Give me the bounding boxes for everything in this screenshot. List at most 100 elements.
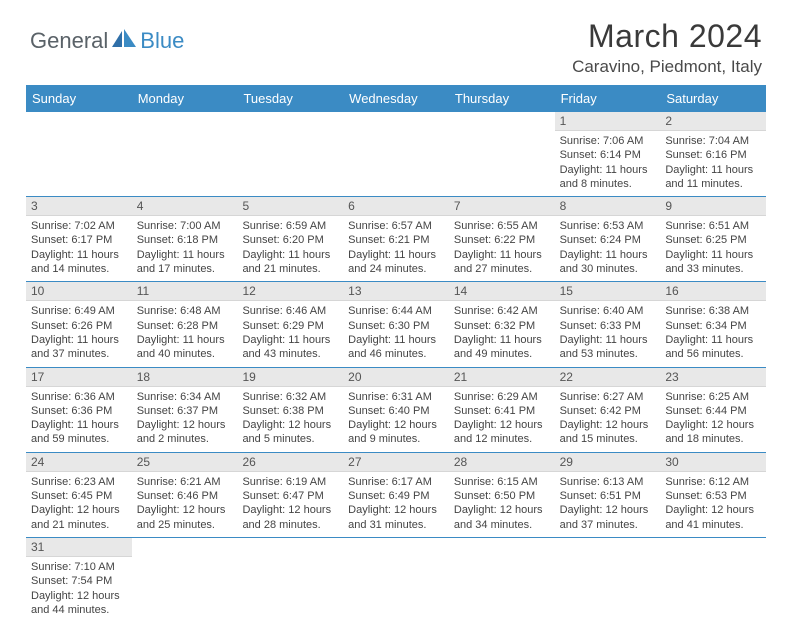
daylight2-text: and 9 minutes.: [348, 432, 444, 446]
cell-body: Sunrise: 7:10 AMSunset: 7:54 PMDaylight:…: [26, 557, 132, 622]
calendar-cell: 30Sunrise: 6:12 AMSunset: 6:53 PMDayligh…: [660, 453, 766, 537]
daylight2-text: and 18 minutes.: [665, 432, 761, 446]
daylight2-text: and 41 minutes.: [665, 518, 761, 532]
day-number: 13: [343, 282, 449, 301]
cell-body: Sunrise: 6:55 AMSunset: 6:22 PMDaylight:…: [449, 216, 555, 281]
cell-body: Sunrise: 6:38 AMSunset: 6:34 PMDaylight:…: [660, 301, 766, 366]
week-row: 17Sunrise: 6:36 AMSunset: 6:36 PMDayligh…: [26, 368, 766, 453]
cell-body: Sunrise: 6:12 AMSunset: 6:53 PMDaylight:…: [660, 472, 766, 537]
cell-body: Sunrise: 6:40 AMSunset: 6:33 PMDaylight:…: [555, 301, 661, 366]
daylight2-text: and 37 minutes.: [31, 347, 127, 361]
daylight2-text: and 15 minutes.: [560, 432, 656, 446]
day-number: 27: [343, 453, 449, 472]
daylight2-text: and 31 minutes.: [348, 518, 444, 532]
sunset-text: Sunset: 6:21 PM: [348, 233, 444, 247]
calendar-cell: [343, 538, 449, 622]
cell-body: Sunrise: 6:23 AMSunset: 6:45 PMDaylight:…: [26, 472, 132, 537]
day-number: 4: [132, 197, 238, 216]
weekday-header: Tuesday: [237, 85, 343, 112]
cell-body: Sunrise: 7:06 AMSunset: 6:14 PMDaylight:…: [555, 131, 661, 196]
sunrise-text: Sunrise: 6:55 AM: [454, 219, 550, 233]
weekday-header: Monday: [132, 85, 238, 112]
daylight1-text: Daylight: 12 hours: [137, 418, 233, 432]
calendar-cell: 1Sunrise: 7:06 AMSunset: 6:14 PMDaylight…: [555, 112, 661, 196]
daylight1-text: Daylight: 12 hours: [454, 418, 550, 432]
day-number: 20: [343, 368, 449, 387]
daylight2-text: and 12 minutes.: [454, 432, 550, 446]
cell-body: Sunrise: 6:36 AMSunset: 6:36 PMDaylight:…: [26, 387, 132, 452]
weeks-container: 1Sunrise: 7:06 AMSunset: 6:14 PMDaylight…: [26, 112, 766, 622]
day-number: 21: [449, 368, 555, 387]
day-number: 28: [449, 453, 555, 472]
sunset-text: Sunset: 6:47 PM: [242, 489, 338, 503]
sunset-text: Sunset: 6:36 PM: [31, 404, 127, 418]
week-row: 24Sunrise: 6:23 AMSunset: 6:45 PMDayligh…: [26, 453, 766, 538]
day-number: 9: [660, 197, 766, 216]
daylight1-text: Daylight: 11 hours: [31, 333, 127, 347]
daylight2-text: and 53 minutes.: [560, 347, 656, 361]
calendar-cell: 12Sunrise: 6:46 AMSunset: 6:29 PMDayligh…: [237, 282, 343, 366]
calendar-cell: 2Sunrise: 7:04 AMSunset: 6:16 PMDaylight…: [660, 112, 766, 196]
sunset-text: Sunset: 6:46 PM: [137, 489, 233, 503]
daylight2-text: and 37 minutes.: [560, 518, 656, 532]
sunset-text: Sunset: 6:45 PM: [31, 489, 127, 503]
sunset-text: Sunset: 6:33 PM: [560, 319, 656, 333]
sunset-text: Sunset: 6:14 PM: [560, 148, 656, 162]
day-number: 26: [237, 453, 343, 472]
daylight2-text: and 24 minutes.: [348, 262, 444, 276]
calendar-cell: 28Sunrise: 6:15 AMSunset: 6:50 PMDayligh…: [449, 453, 555, 537]
calendar-cell: [660, 538, 766, 622]
day-number: 15: [555, 282, 661, 301]
sunrise-text: Sunrise: 6:44 AM: [348, 304, 444, 318]
sunset-text: Sunset: 6:17 PM: [31, 233, 127, 247]
calendar-cell: 17Sunrise: 6:36 AMSunset: 6:36 PMDayligh…: [26, 368, 132, 452]
daylight1-text: Daylight: 11 hours: [665, 248, 761, 262]
sunrise-text: Sunrise: 6:19 AM: [242, 475, 338, 489]
sunset-text: Sunset: 6:44 PM: [665, 404, 761, 418]
daylight1-text: Daylight: 12 hours: [348, 503, 444, 517]
weekday-header: Saturday: [660, 85, 766, 112]
cell-body: Sunrise: 6:32 AMSunset: 6:38 PMDaylight:…: [237, 387, 343, 452]
sunset-text: Sunset: 6:26 PM: [31, 319, 127, 333]
sunset-text: Sunset: 6:37 PM: [137, 404, 233, 418]
daylight1-text: Daylight: 11 hours: [31, 418, 127, 432]
calendar-cell: 14Sunrise: 6:42 AMSunset: 6:32 PMDayligh…: [449, 282, 555, 366]
sunrise-text: Sunrise: 6:40 AM: [560, 304, 656, 318]
sunset-text: Sunset: 6:22 PM: [454, 233, 550, 247]
sunset-text: Sunset: 6:41 PM: [454, 404, 550, 418]
daylight1-text: Daylight: 11 hours: [560, 163, 656, 177]
daylight2-text: and 34 minutes.: [454, 518, 550, 532]
calendar-cell: 7Sunrise: 6:55 AMSunset: 6:22 PMDaylight…: [449, 197, 555, 281]
weekday-header-row: SundayMondayTuesdayWednesdayThursdayFrid…: [26, 85, 766, 112]
cell-body: Sunrise: 6:57 AMSunset: 6:21 PMDaylight:…: [343, 216, 449, 281]
calendar: SundayMondayTuesdayWednesdayThursdayFrid…: [26, 85, 766, 622]
daylight1-text: Daylight: 12 hours: [560, 503, 656, 517]
cell-body: Sunrise: 7:00 AMSunset: 6:18 PMDaylight:…: [132, 216, 238, 281]
calendar-cell: 19Sunrise: 6:32 AMSunset: 6:38 PMDayligh…: [237, 368, 343, 452]
calendar-cell: 3Sunrise: 7:02 AMSunset: 6:17 PMDaylight…: [26, 197, 132, 281]
daylight1-text: Daylight: 12 hours: [665, 418, 761, 432]
sunset-text: Sunset: 6:49 PM: [348, 489, 444, 503]
cell-body: Sunrise: 6:31 AMSunset: 6:40 PMDaylight:…: [343, 387, 449, 452]
daylight2-text: and 59 minutes.: [31, 432, 127, 446]
calendar-cell: [132, 538, 238, 622]
day-number: 8: [555, 197, 661, 216]
sunrise-text: Sunrise: 6:23 AM: [31, 475, 127, 489]
calendar-cell: 22Sunrise: 6:27 AMSunset: 6:42 PMDayligh…: [555, 368, 661, 452]
cell-body: Sunrise: 6:13 AMSunset: 6:51 PMDaylight:…: [555, 472, 661, 537]
calendar-cell: 20Sunrise: 6:31 AMSunset: 6:40 PMDayligh…: [343, 368, 449, 452]
calendar-cell: 9 Sunrise: 6:51 AMSunset: 6:25 PMDaylight…: [660, 197, 766, 281]
sunrise-text: Sunrise: 6:46 AM: [242, 304, 338, 318]
daylight1-text: Daylight: 12 hours: [31, 503, 127, 517]
sunrise-text: Sunrise: 6:51 AM: [665, 219, 761, 233]
sunrise-text: Sunrise: 6:38 AM: [665, 304, 761, 318]
day-number: 22: [555, 368, 661, 387]
daylight2-text: and 25 minutes.: [137, 518, 233, 532]
sunrise-text: Sunrise: 6:59 AM: [242, 219, 338, 233]
daylight2-text: and 49 minutes.: [454, 347, 550, 361]
page-header: General Blue March 2024 Caravino, Piedmo…: [0, 0, 792, 85]
cell-body: Sunrise: 6:17 AMSunset: 6:49 PMDaylight:…: [343, 472, 449, 537]
sunset-text: Sunset: 6:25 PM: [665, 233, 761, 247]
calendar-cell: 23Sunrise: 6:25 AMSunset: 6:44 PMDayligh…: [660, 368, 766, 452]
calendar-cell: 16Sunrise: 6:38 AMSunset: 6:34 PMDayligh…: [660, 282, 766, 366]
